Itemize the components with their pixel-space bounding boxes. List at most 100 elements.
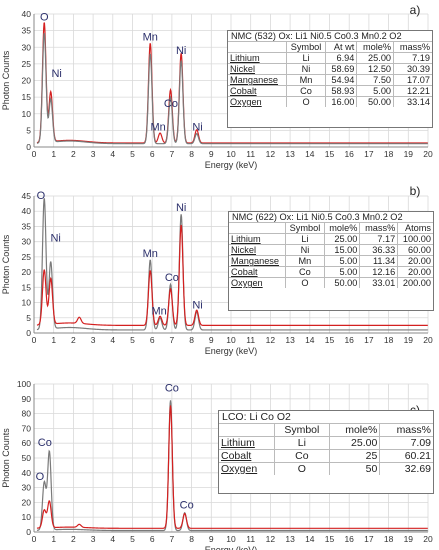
x-tick-label: 17 <box>364 335 374 345</box>
composition-table-a: NMC (532) Ox: Li1 Ni0.5 Co0.3 Mn0.2 O2 Sy… <box>227 30 433 128</box>
y-tick-label: 45 <box>22 191 32 201</box>
y-tick-label: 35 <box>22 221 32 231</box>
x-tick-label: 15 <box>325 149 335 159</box>
table-header: Symbol <box>285 222 325 234</box>
table-cell: Co <box>274 449 330 463</box>
x-tick-label: 2 <box>71 335 76 345</box>
y-tick-label: 5 <box>26 125 31 135</box>
table-cell: 7.19 <box>393 52 432 64</box>
x-tick-label: 10 <box>226 534 236 544</box>
table-row: Oxygen O 16.00 50.00 33.14 <box>228 96 432 107</box>
table-row: Nickel Ni 58.69 12.50 30.39 <box>228 63 432 75</box>
composition-table-b: NMC (622) Ox: Li1 Ni0.5 Co0.3 Mn0.2 O2 Sy… <box>228 211 434 311</box>
table-cell: 12.16 <box>359 266 398 278</box>
x-axis-title: Energy (keV) <box>205 160 258 170</box>
table-cell: 33.14 <box>393 96 432 107</box>
table-cell: 54.94 <box>325 74 357 86</box>
x-tick-label: 6 <box>150 335 155 345</box>
x-tick-label: 10 <box>226 335 236 345</box>
x-tick-label: 2 <box>71 149 76 159</box>
y-tick-label: 60 <box>22 438 32 448</box>
x-tick-label: 19 <box>404 149 414 159</box>
table-cell-element: Cobalt <box>229 266 286 278</box>
x-tick-label: 19 <box>404 335 414 345</box>
table-cell: 30.39 <box>393 63 432 75</box>
table-cell: 7.17 <box>359 233 398 245</box>
table-cell: 25.00 <box>323 233 360 245</box>
table-cell: 60.21 <box>379 449 433 463</box>
table-cell: 16.00 <box>325 96 357 107</box>
table-cell-element: Cobalt <box>228 85 287 97</box>
y-tick-label: 10 <box>22 109 32 119</box>
y-tick-label: 80 <box>22 409 32 419</box>
x-tick-label: 3 <box>91 335 96 345</box>
y-tick-label: 15 <box>22 282 32 292</box>
table-cell-element: Oxygen <box>228 96 287 107</box>
table-cell: 17.07 <box>393 74 432 86</box>
table-cell: Li <box>285 233 325 245</box>
table-cell: 50.00 <box>323 277 360 288</box>
table-cell: 25 <box>328 449 380 463</box>
table-row: Lithium Li 6.94 25.00 7.19 <box>228 52 432 64</box>
y-tick-label: 0 <box>26 527 31 537</box>
table-cell: 100.00 <box>397 233 433 245</box>
table-cell: 36.33 <box>359 244 398 256</box>
table-cell-element: Lithium <box>229 233 286 245</box>
y-axis-title: Photon Counts <box>1 428 11 488</box>
table-cell: Co <box>285 266 325 278</box>
table-cell-element: Lithium <box>228 52 287 64</box>
x-tick-label: 8 <box>189 335 194 345</box>
x-tick-label: 3 <box>91 149 96 159</box>
x-tick-label: 7 <box>170 149 175 159</box>
table-cell: 20.00 <box>397 255 433 267</box>
peak-label-ni: Ni <box>192 121 202 133</box>
table-row: Oxygen O 50.00 33.01 200.00 <box>229 277 433 288</box>
x-tick-label: 17 <box>364 534 374 544</box>
y-tick-label: 70 <box>22 423 32 433</box>
peak-label-co: Co <box>165 272 179 284</box>
table-cell: 5.00 <box>323 266 360 278</box>
table-cell: 12.21 <box>393 85 432 97</box>
peak-label-ni: Ni <box>50 233 60 245</box>
y-tick-label: 40 <box>22 206 32 216</box>
table-cell: O <box>285 277 325 288</box>
table-cell: O <box>274 462 330 475</box>
table-cell: 25.00 <box>328 436 380 450</box>
spectrum-panel-b: 0 1 2 3 4 5 6 7 8 9 10 11 12 13 14 15 16 17 18 19 20 0 5 10 15 20… <box>0 183 439 366</box>
x-tick-label: 15 <box>325 534 335 544</box>
table-header <box>229 222 286 234</box>
y-axis-title: Photon Counts <box>1 234 11 294</box>
x-tick-label: 19 <box>404 534 414 544</box>
x-axis-title: Energy (keV) <box>205 545 258 550</box>
table-cell: 58.93 <box>325 85 357 97</box>
spectrum-line-gray-0 <box>36 198 428 331</box>
table-header: Symbol <box>285 41 326 53</box>
table-header: mass% <box>379 423 433 437</box>
x-tick-label: 0 <box>32 335 37 345</box>
panel-label: a) <box>410 3 421 17</box>
table-header: At wt <box>325 41 357 53</box>
table-cell-element: Cobalt <box>219 449 275 463</box>
x-tick-label: 9 <box>209 534 214 544</box>
x-tick-label: 12 <box>266 149 276 159</box>
x-tick-label: 12 <box>266 335 276 345</box>
x-tick-label: 13 <box>285 534 295 544</box>
table-row: Lithium Li 25.00 7.09 <box>219 436 433 450</box>
x-tick-label: 16 <box>344 149 354 159</box>
y-axis-title: Photon Counts <box>1 50 11 110</box>
y-tick-label: 25 <box>22 252 32 262</box>
y-tick-label: 30 <box>22 237 32 247</box>
peak-label-o: O <box>37 190 46 202</box>
table-cell: Mn <box>285 255 325 267</box>
table-cell: 15.00 <box>323 244 360 256</box>
table-row: Manganese Mn 54.94 7.50 17.07 <box>228 74 432 86</box>
table-cell: 50 <box>328 462 380 475</box>
table-header: mass% <box>393 41 432 53</box>
table-cell: Li <box>274 436 330 450</box>
x-tick-label: 3 <box>91 534 96 544</box>
spectrum-panel-c: 0 1 2 3 4 5 6 7 8 9 10 11 12 13 14 15 16 17 18 19 20 0 10 20 30 4… <box>0 370 439 550</box>
x-tick-label: 4 <box>110 534 115 544</box>
y-tick-label: 30 <box>22 483 32 493</box>
x-tick-label: 13 <box>285 335 295 345</box>
table-row: Manganese Mn 5.00 11.34 20.00 <box>229 255 433 267</box>
